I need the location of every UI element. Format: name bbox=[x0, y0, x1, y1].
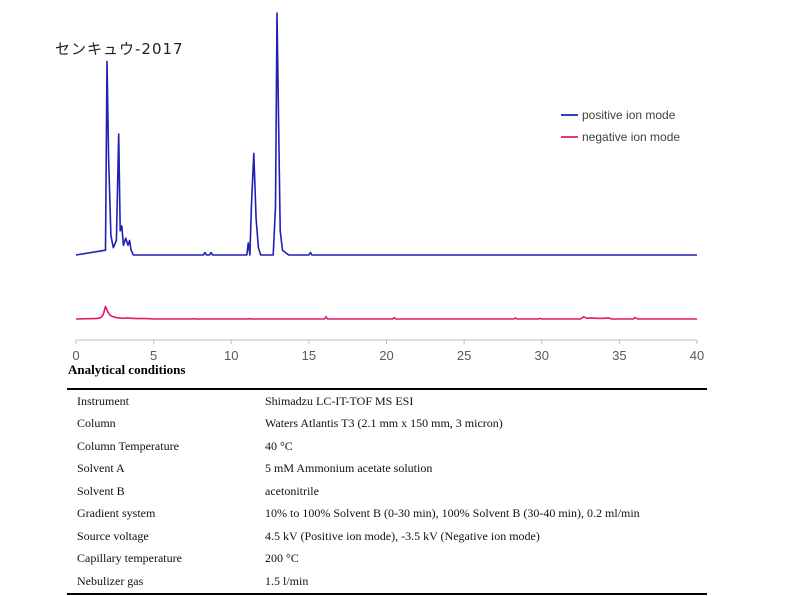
condition-value: 5 mM Ammonium acetate solution bbox=[265, 461, 433, 476]
condition-row: Instrument Shimadzu LC-IT-TOF MS ESI bbox=[67, 389, 707, 413]
condition-label: Source voltage bbox=[77, 528, 149, 543]
legend-label-2: negative ion mode bbox=[582, 130, 680, 144]
condition-label: Nebulizer gas bbox=[77, 573, 144, 588]
x-axis-ticks: 0 5 10 15 20 25 30 35 40 bbox=[72, 340, 704, 363]
condition-label: Column Temperature bbox=[77, 438, 179, 453]
condition-value: Shimadzu LC-IT-TOF MS ESI bbox=[265, 393, 414, 408]
condition-value: Waters Atlantis T3 (2.1 mm x 150 mm, 3 m… bbox=[265, 416, 503, 431]
series-line-2 bbox=[75, 305, 697, 320]
chromatogram-chart: 0 5 10 15 20 25 30 35 40 positive ion mode negati… bbox=[72, 12, 704, 363]
condition-label: Instrument bbox=[77, 393, 129, 408]
condition-label: Solvent A bbox=[77, 461, 125, 476]
x-tick-label: 5 bbox=[150, 348, 157, 363]
x-tick-label: 20 bbox=[379, 348, 393, 363]
condition-value: 4.5 kV (Positive ion mode), -3.5 kV (Neg… bbox=[265, 528, 540, 543]
condition-row: Capillary temperature 200 °C bbox=[67, 548, 707, 571]
condition-row: Source voltage 4.5 kV (Positive ion mode)… bbox=[67, 525, 707, 548]
condition-row: Solvent A 5 mM Ammonium acetate solution bbox=[67, 458, 707, 481]
condition-row: Column Temperature 40 °C bbox=[67, 435, 707, 458]
condition-value: 200 °C bbox=[265, 551, 299, 566]
x-tick-label: 30 bbox=[535, 348, 549, 363]
traces-group bbox=[75, 12, 697, 320]
condition-label: Gradient system bbox=[77, 506, 156, 521]
condition-row: Column Waters Atlantis T3 (2.1 mm x 150 m… bbox=[67, 413, 707, 436]
x-tick-label: 0 bbox=[72, 348, 79, 363]
condition-label: Solvent B bbox=[77, 483, 125, 498]
condition-label: Column bbox=[77, 416, 116, 431]
x-tick-label: 25 bbox=[457, 348, 471, 363]
x-tick-label: 10 bbox=[224, 348, 238, 363]
condition-value: acetonitrile bbox=[265, 483, 319, 498]
series-line-1 bbox=[75, 12, 697, 256]
condition-row: Solvent B acetonitrile bbox=[67, 480, 707, 503]
x-tick-label: 35 bbox=[612, 348, 626, 363]
legend: positive ion mode negative ion mode bbox=[561, 108, 680, 144]
condition-row: Nebulizer gas 1.5 l/min bbox=[67, 570, 707, 594]
condition-label: Capillary temperature bbox=[77, 551, 182, 566]
conditions-heading: Analytical conditions bbox=[68, 362, 186, 377]
condition-value: 10% to 100% Solvent B (0-30 min), 100% S… bbox=[265, 506, 640, 521]
condition-value: 40 °C bbox=[265, 438, 293, 453]
x-tick-label: 40 bbox=[690, 348, 704, 363]
legend-label-1: positive ion mode bbox=[582, 108, 676, 122]
x-tick-label: 15 bbox=[302, 348, 316, 363]
condition-row: Gradient system 10% to 100% Solvent B (0-… bbox=[67, 503, 707, 526]
conditions-table: Instrument Shimadzu LC-IT-TOF MS ESI Colum… bbox=[67, 388, 707, 595]
chart-title: センキュウ-2017 bbox=[55, 40, 184, 58]
condition-value: 1.5 l/min bbox=[265, 573, 309, 588]
